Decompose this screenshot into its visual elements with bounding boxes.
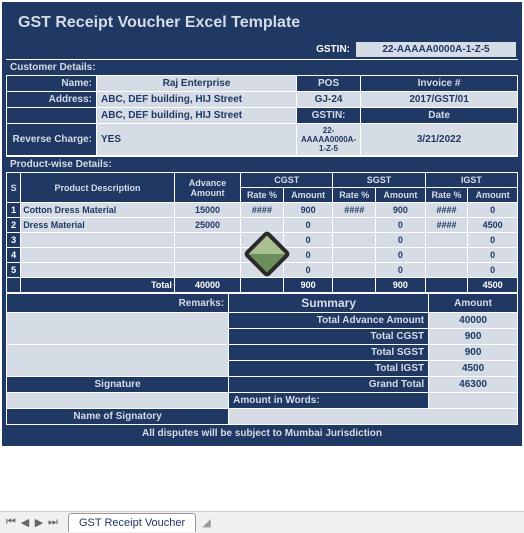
date-value: 3/21/2022: [361, 124, 518, 156]
nav-first-icon[interactable]: ⏮: [4, 516, 18, 529]
total-sgst: 900: [376, 278, 426, 293]
total-igst: 4500: [468, 278, 518, 293]
col-cgst-amt: Amount: [283, 188, 333, 203]
gstin-label: GSTIN:: [310, 42, 356, 57]
amt-words-box: [229, 409, 518, 425]
name-sig-label: Name of Signatory: [7, 409, 229, 425]
col-sgst: SGST: [333, 173, 425, 188]
gstin-row: GSTIN: 22-AAAAA0000A-1-Z-5: [6, 40, 518, 59]
addr1-value: ABC, DEF building, HIJ Street: [97, 92, 297, 108]
total-label: Total: [21, 278, 175, 293]
sum-l-1: Total CGST: [229, 329, 429, 345]
col-igst: IGST: [425, 173, 517, 188]
product-section-header: Product-wise Details:: [6, 156, 518, 172]
sum-l-0: Total Advance Amount: [229, 313, 429, 329]
customer-section-header: Customer Details:: [6, 59, 518, 75]
name-label: Name:: [7, 76, 97, 92]
sum-l-4: Grand Total: [229, 377, 429, 393]
cust-gstin-value: 22-AAAAA0000A-1-Z-5: [297, 124, 361, 156]
table-row: 2Dress Material2500000####4500: [7, 218, 518, 233]
remarks-box: [7, 313, 229, 345]
signature-box: [7, 345, 229, 377]
col-cgst-rate: Rate %: [241, 188, 284, 203]
col-sgst-rate: Rate %: [333, 188, 376, 203]
summary-table: Remarks: Summary Amount Total Advance Am…: [6, 293, 518, 425]
addr2-value: ABC, DEF building, HIJ Street: [97, 108, 297, 124]
sum-v-1: 900: [429, 329, 518, 345]
watermark-logo: [250, 237, 290, 277]
sum-l-2: Total SGST: [229, 345, 429, 361]
amount-header: Amount: [429, 294, 518, 313]
total-row: Total 40000 900 900 4500: [7, 278, 518, 293]
invoice-label: Invoice #: [361, 76, 518, 92]
sum-v-4: 46300: [429, 377, 518, 393]
col-cgst: CGST: [241, 173, 333, 188]
title-bar: GST Receipt Voucher Excel Template: [6, 6, 518, 40]
summary-header: Summary: [229, 294, 429, 313]
pos-value: GJ-24: [297, 92, 361, 108]
invoice-value: 2017/GST/01: [361, 92, 518, 108]
sum-v-2: 900: [429, 345, 518, 361]
table-row: 1Cotton Dress Material15000####900####90…: [7, 203, 518, 218]
nav-next-icon[interactable]: ▶: [32, 516, 46, 529]
gstin-value: 22-AAAAA0000A-1-Z-5: [356, 42, 516, 57]
sum-v-3: 4500: [429, 361, 518, 377]
nav-prev-icon[interactable]: ◀: [18, 516, 32, 529]
voucher-container: GST Receipt Voucher Excel Template GSTIN…: [2, 2, 522, 446]
reverse-label: Reverse Charge:: [7, 124, 97, 156]
amt-words-label: Amount in Words:: [229, 393, 429, 409]
col-igst-rate: Rate %: [425, 188, 468, 203]
pos-label: POS: [297, 76, 361, 92]
col-sgst-amt: Amount: [376, 188, 426, 203]
addr-label: Address:: [7, 92, 97, 108]
cust-gstin-label: GSTIN:: [297, 108, 361, 124]
col-adv: Advance Amount: [174, 173, 240, 203]
signature-label: Signature: [7, 377, 229, 393]
sheet-tabs: ⏮ ◀ ▶ ⏭ GST Receipt Voucher ◢: [0, 511, 524, 533]
col-sr: S: [7, 173, 21, 203]
total-adv: 40000: [174, 278, 240, 293]
col-desc: Product Description: [21, 173, 175, 203]
tab-overflow-icon[interactable]: ◢: [202, 516, 210, 529]
total-cgst: 900: [283, 278, 333, 293]
sum-v-0: 40000: [429, 313, 518, 329]
customer-table: Name: Raj Enterprise POS Invoice # Addre…: [6, 75, 518, 156]
sum-l-3: Total IGST: [229, 361, 429, 377]
date-label: Date: [361, 108, 518, 124]
nav-last-icon[interactable]: ⏭: [46, 516, 60, 529]
tab-gst-receipt[interactable]: GST Receipt Voucher: [68, 513, 196, 532]
col-igst-amt: Amount: [468, 188, 518, 203]
footer-text: All disputes will be subject to Mumbai J…: [6, 425, 518, 442]
remarks-label: Remarks:: [7, 294, 229, 313]
name-value: Raj Enterprise: [97, 76, 297, 92]
name-sig-box: [7, 393, 229, 409]
reverse-value: YES: [97, 124, 297, 156]
